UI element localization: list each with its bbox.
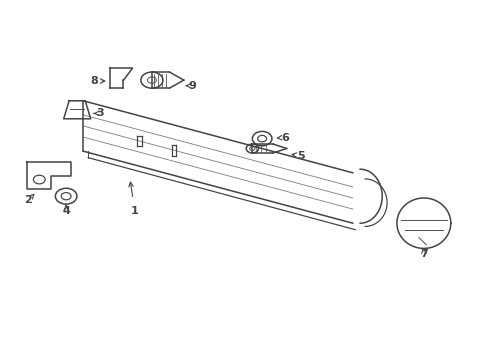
Circle shape [246,144,259,153]
Circle shape [141,72,163,88]
Text: 1: 1 [131,206,139,216]
Text: 8: 8 [90,76,98,86]
Circle shape [252,131,272,146]
Circle shape [33,175,45,184]
Circle shape [249,147,255,150]
Circle shape [258,135,267,142]
Text: 3: 3 [97,108,104,118]
Circle shape [55,188,77,204]
Text: 2: 2 [24,195,32,205]
Text: 6: 6 [281,132,289,143]
Text: 7: 7 [420,249,428,259]
Text: 4: 4 [62,206,70,216]
Text: 5: 5 [297,150,305,161]
Circle shape [147,77,156,84]
Text: 9: 9 [188,81,196,91]
Circle shape [61,193,71,200]
